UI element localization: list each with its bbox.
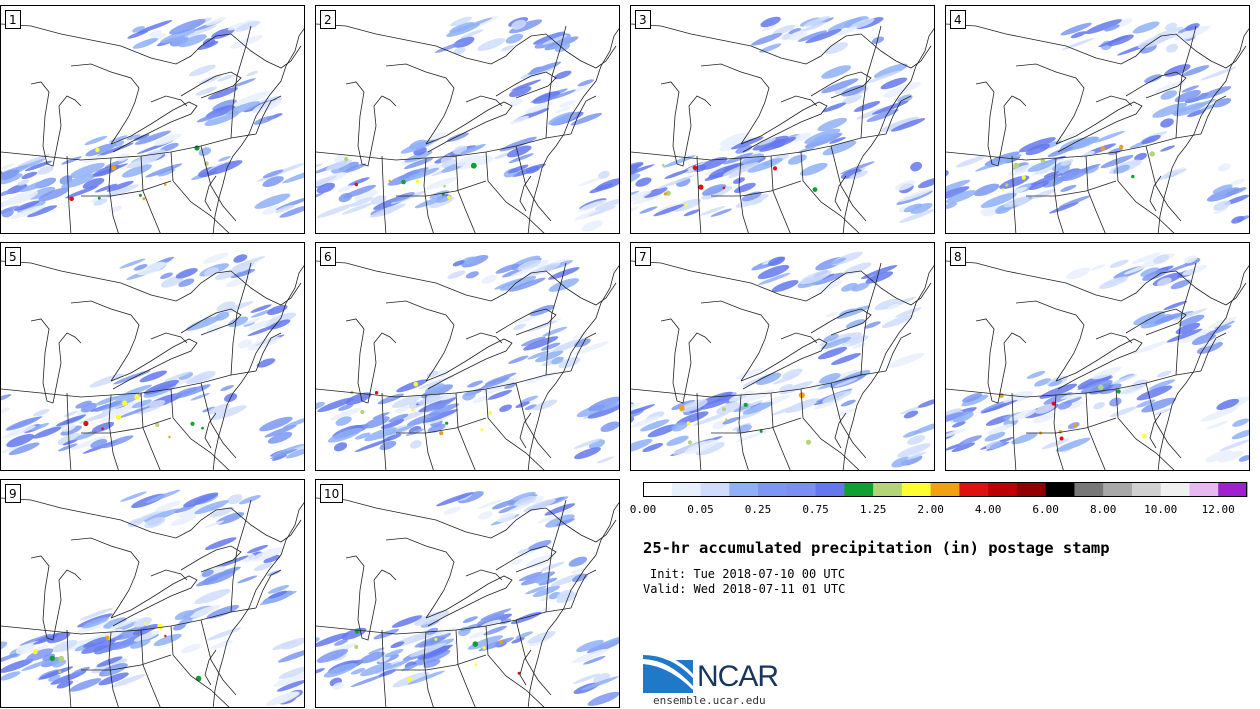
precipitation-map [631,251,934,470]
ensemble-member-panel: 1 [0,5,305,234]
ensemble-member-panel: 8 [945,242,1250,471]
precipitation-map [316,15,619,233]
precipitation-map [316,491,619,707]
ensemble-member-panel: 6 [315,242,620,471]
colorbar-tick-label: 6.00 [1032,503,1059,516]
colorbar-bin [758,482,788,497]
member-number-label: 2 [320,10,336,29]
ensemble-member-panel: 2 [315,5,620,234]
colorbar-tick-label: 4.00 [974,503,1002,516]
colorbar-bin [700,482,730,497]
colorbar-tick-label: 10.00 [1144,503,1178,516]
ensemble-member-panel: 4 [945,5,1250,234]
colorbar-tick-label: 0.75 [802,503,829,516]
precipitation-map [1,489,304,707]
site-url: ensemble.ucar.edu [653,694,766,707]
member-number-label: 3 [635,10,651,29]
member-number-label: 1 [5,10,21,29]
ensemble-member-panel: 9 [0,479,305,708]
valid-time: Valid: Wed 2018-07-11 01 UTC [643,582,846,596]
ensemble-member-panel: 7 [630,242,935,471]
precipitation-map [316,254,619,470]
ncar-logo-icon [643,652,693,693]
colorbar-bin [1016,482,1047,497]
colorbar-tick-label: 1.25 [859,503,887,516]
colorbar-bin [988,482,1018,497]
colorbar-tick-label: 12.00 [1201,503,1235,516]
ncar-logo-text: NCAR [697,660,779,693]
colorbar-bin [1103,482,1133,497]
chart-title: 25-hr accumulated precipitation (in) pos… [643,539,1110,557]
member-number-label: 5 [5,247,21,266]
colorbar-bin [729,482,759,497]
colorbar-tick-label: 0.25 [744,503,772,516]
colorbar-bin [671,482,702,497]
colorbar-bin [873,482,903,497]
colorbar-bin [930,482,960,497]
member-number-label: 9 [5,484,21,503]
precipitation-map [946,18,1249,233]
ensemble-member-panel: 10 [315,479,620,708]
colorbar-bin [643,482,673,497]
colorbar-bin [901,482,932,497]
member-number-label: 6 [320,247,336,266]
colorbar-bin [1045,482,1075,497]
colorbar-tick-label: 0.05 [687,503,714,516]
colorbar-bin [815,482,845,497]
colorbar-tick-label: 8.00 [1089,503,1117,516]
ensemble-member-panel: 5 [0,242,305,471]
precipitation-map [631,15,934,233]
colorbar-bin [844,482,874,497]
ensemble-member-panel: 3 [630,5,935,234]
precipitation-map [1,17,304,233]
colorbar-bin [786,482,817,497]
colorbar-bin [1218,482,1248,497]
colorbar-tick-label: 2.00 [917,503,944,516]
member-number-label: 7 [635,247,651,266]
init-time: Init: Tue 2018-07-10 00 UTC [650,567,846,581]
member-number-label: 8 [950,247,966,266]
colorbar-bin [1131,482,1162,497]
colorbar-tick-label: 0.00 [629,503,657,516]
precipitation-map [946,252,1249,470]
colorbar-bin [959,482,989,497]
colorbar-bin [1160,482,1190,497]
member-number-label: 4 [950,10,966,29]
precipitation-map [1,252,304,470]
member-number-label: 10 [320,484,344,503]
colorbar-bin [1074,482,1104,497]
colorbar-bin [1189,482,1219,497]
precipitation-colorbar [643,482,1248,497]
